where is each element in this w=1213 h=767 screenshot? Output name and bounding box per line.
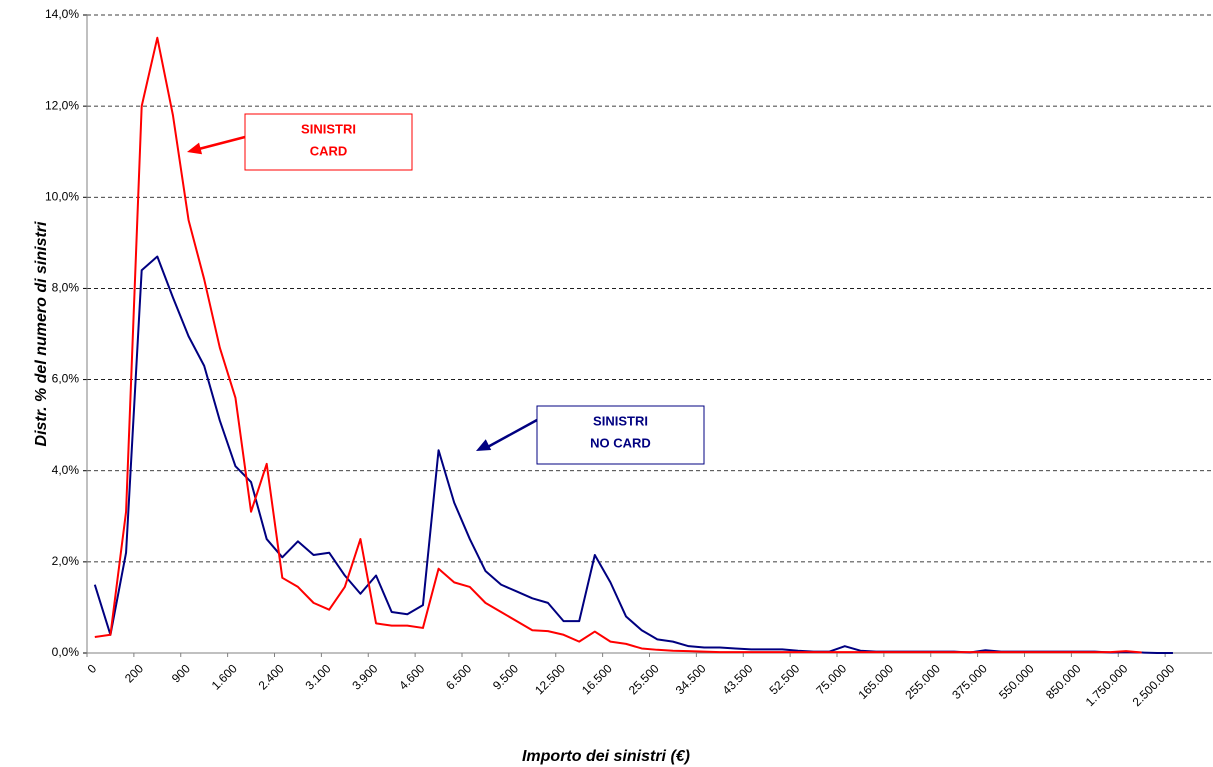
annotation-arrow — [194, 135, 246, 152]
y-tick-label: 14,0% — [45, 7, 79, 21]
x-tick-label: 2.500.000 — [1130, 661, 1178, 709]
x-axis-title: Importo dei sinistri (€) — [522, 748, 690, 765]
x-tick-label: 850.000 — [1043, 661, 1084, 702]
x-tick-label: 25.500 — [626, 661, 662, 697]
x-tick-label: 200 — [122, 661, 146, 685]
x-tick-label: 12.500 — [532, 661, 568, 697]
arrow-head — [476, 439, 492, 451]
y-tick-label: 0,0% — [52, 645, 80, 659]
annotation-box — [244, 113, 413, 171]
y-axis-title: Distr. % del numero di sinistri — [33, 221, 50, 446]
annotation-text: SINISTRI — [593, 413, 648, 428]
x-tick-label: 900 — [169, 661, 193, 685]
x-tick-label: 6.500 — [443, 661, 474, 692]
x-tick-label: 75.000 — [813, 661, 849, 697]
line-series — [94, 36, 1142, 654]
x-tick-label: 3.100 — [302, 661, 333, 692]
line-series — [93, 255, 1173, 654]
x-tick-label: 52.500 — [766, 661, 802, 697]
x-tick-label: 16.500 — [579, 661, 615, 697]
annotation-text: NO CARD — [590, 435, 651, 450]
x-tick-label: 3.900 — [349, 661, 380, 692]
x-tick-label: 4.600 — [396, 661, 427, 692]
x-tick-label: 0 — [85, 661, 100, 676]
x-tick-label: 34.500 — [673, 661, 709, 697]
x-tick-label: 165.000 — [855, 661, 896, 702]
x-tick-label: 2.400 — [256, 661, 287, 692]
annotation-text: CARD — [310, 143, 348, 158]
y-tick-label: 6,0% — [52, 372, 80, 386]
annotation-arrow — [483, 418, 538, 451]
annotation-box — [536, 405, 705, 465]
annotation-text: SINISTRI — [301, 121, 356, 136]
x-tick-label: 9.500 — [490, 661, 521, 692]
x-tick-label: 43.500 — [720, 661, 756, 697]
x-tick-label: 1.600 — [209, 661, 240, 692]
y-tick-label: 10,0% — [45, 189, 79, 203]
y-tick-label: 4,0% — [52, 463, 80, 477]
x-tick-label: 375.000 — [949, 661, 990, 702]
y-tick-label: 2,0% — [52, 554, 80, 568]
x-tick-label: 1.750.000 — [1083, 661, 1131, 709]
x-tick-label: 550.000 — [996, 661, 1037, 702]
x-tick-label: 255.000 — [902, 661, 943, 702]
arrow-head — [187, 142, 203, 155]
y-tick-label: 8,0% — [52, 281, 80, 295]
y-tick-label: 12,0% — [45, 98, 79, 112]
